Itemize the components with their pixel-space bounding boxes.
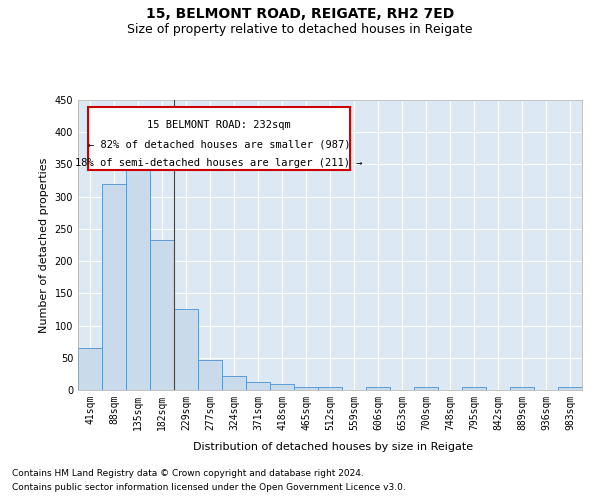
Bar [150,240,174,390]
Bar [462,388,486,390]
Text: Distribution of detached houses by size in Reigate: Distribution of detached houses by size … [193,442,473,452]
Bar [174,309,198,390]
Bar [198,360,222,390]
Bar [414,388,438,390]
Bar [558,388,582,390]
Bar [246,382,270,390]
Text: Contains HM Land Registry data © Crown copyright and database right 2024.: Contains HM Land Registry data © Crown c… [12,468,364,477]
Text: ← 82% of detached houses are smaller (987): ← 82% of detached houses are smaller (98… [88,140,350,149]
Bar [126,158,150,390]
FancyBboxPatch shape [88,108,350,170]
Text: 15, BELMONT ROAD, REIGATE, RH2 7ED: 15, BELMONT ROAD, REIGATE, RH2 7ED [146,8,454,22]
Bar [318,388,342,390]
Bar [366,388,390,390]
Bar [294,387,318,390]
Bar [222,376,246,390]
Bar [102,184,126,390]
Bar [78,348,102,390]
Text: 15 BELMONT ROAD: 232sqm: 15 BELMONT ROAD: 232sqm [147,120,291,130]
Bar [510,388,534,390]
Text: Contains public sector information licensed under the Open Government Licence v3: Contains public sector information licen… [12,484,406,492]
Text: Size of property relative to detached houses in Reigate: Size of property relative to detached ho… [127,22,473,36]
Y-axis label: Number of detached properties: Number of detached properties [39,158,49,332]
Text: 18% of semi-detached houses are larger (211) →: 18% of semi-detached houses are larger (… [76,158,363,168]
Bar [270,384,294,390]
